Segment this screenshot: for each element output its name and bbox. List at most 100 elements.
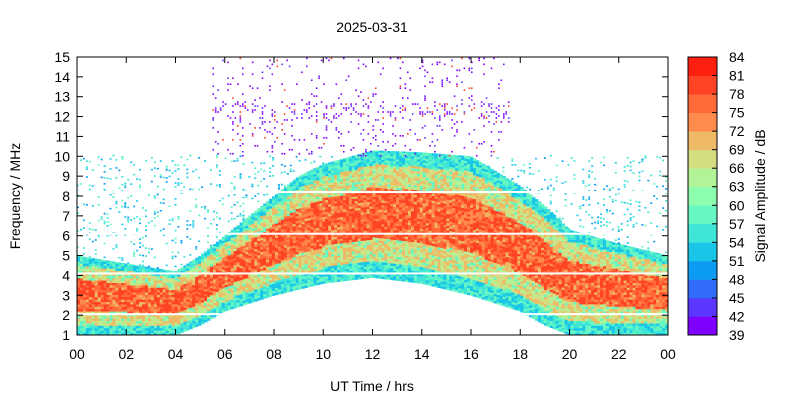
spectrogram-cell <box>224 243 229 247</box>
spectrogram-cell <box>94 275 99 279</box>
spectrogram-cell <box>269 239 273 242</box>
spectrogram-cell <box>402 233 406 237</box>
spectrogram-cell <box>381 185 385 189</box>
spectrogram-cell <box>100 284 104 288</box>
spectrogram-cell <box>91 289 96 293</box>
spectrogram-cell <box>286 184 291 186</box>
noise-speck <box>209 183 212 185</box>
spectrogram-cell <box>171 289 175 293</box>
spectrogram-cell <box>301 183 305 187</box>
spectrogram-cell <box>266 209 270 212</box>
spectrogram-cell <box>227 257 232 261</box>
noise-speck <box>127 206 130 209</box>
spectrogram-cell <box>133 265 137 269</box>
spectrogram-cell <box>207 296 211 300</box>
spectrogram-cell <box>236 297 240 301</box>
spectrogram-cell <box>351 217 356 221</box>
spectrogram-cell <box>139 287 143 291</box>
spectrogram-cell <box>331 161 335 164</box>
spectrogram-cell <box>150 289 155 293</box>
spectrogram-cell <box>257 293 261 296</box>
spectrogram-cell <box>230 282 235 286</box>
spectrogram-cell <box>82 294 87 298</box>
spectrogram-cell <box>121 318 125 322</box>
spectrogram-cell <box>230 239 235 243</box>
spectrogram-cell <box>127 294 131 298</box>
spectrogram-cell <box>396 170 400 174</box>
spectrogram-cell <box>260 218 264 222</box>
spectrogram-cell <box>192 265 196 269</box>
spectrogram-cell <box>304 273 308 277</box>
spectrogram-cell <box>387 215 391 218</box>
spectrogram-cell <box>381 214 385 218</box>
noise-speck <box>77 246 80 248</box>
spectrogram-cell <box>360 252 365 256</box>
spectrogram-cell <box>186 268 190 271</box>
spectrogram-cell <box>348 201 353 205</box>
spectrogram-cell <box>393 225 397 229</box>
spectrogram-cell <box>286 189 291 193</box>
spectrogram-cell <box>127 315 131 319</box>
spectrogram-cell <box>357 155 362 158</box>
spectrogram-cell <box>280 262 285 266</box>
spectrogram-cell <box>79 296 84 300</box>
spectrogram-cell <box>212 269 217 273</box>
spectrogram-cell <box>283 204 288 208</box>
noise-speck <box>215 164 218 167</box>
spectrogram-cell <box>277 208 282 211</box>
spectrogram-cell <box>186 289 190 293</box>
spectrogram-cell <box>207 294 211 297</box>
spectrogram-cell <box>339 274 344 277</box>
spectrogram-cell <box>381 254 385 258</box>
spectrogram-cell <box>248 286 252 290</box>
spectrogram-cell <box>215 291 220 295</box>
spectrogram-cell <box>207 277 211 281</box>
spectrogram-cell <box>316 196 320 200</box>
spectrogram-cell <box>130 332 134 335</box>
spectrogram-cell <box>118 332 122 335</box>
spectrogram-cell <box>384 157 388 161</box>
spectrogram-cell <box>242 228 246 232</box>
spectrogram-cell <box>307 279 311 283</box>
spectrogram-cell <box>354 217 359 221</box>
spectrogram-cell <box>369 175 373 178</box>
spectrogram-cell <box>283 259 288 262</box>
spectrogram-cell <box>85 258 90 262</box>
spectrogram-cell <box>242 273 246 277</box>
spectrogram-cell <box>233 281 237 285</box>
spectrogram-cell <box>396 211 400 215</box>
spectrogram-cell <box>322 166 326 170</box>
spectrogram-cell <box>357 264 362 268</box>
spectrogram-cell <box>106 263 110 267</box>
spectrogram-cell <box>115 294 119 298</box>
spectrogram-cell <box>384 224 388 227</box>
spectrogram-cell <box>334 260 338 264</box>
spectrogram-cell <box>239 291 243 295</box>
spectrogram-cell <box>387 162 391 166</box>
spectrogram-cell <box>289 255 294 259</box>
spectrogram-cell <box>147 330 152 334</box>
spectrogram-cell <box>171 292 175 295</box>
spectrogram-cell <box>260 225 264 229</box>
noise-speck <box>162 228 165 230</box>
spectrogram-cell <box>345 216 350 219</box>
spectrogram-cell <box>337 224 341 228</box>
spectrogram-cell <box>304 278 308 281</box>
spectrogram-cell <box>230 253 235 257</box>
spectrogram-cell <box>410 151 415 154</box>
spectrogram-cell <box>274 204 279 207</box>
spectrogram-cell <box>387 150 391 154</box>
spectrogram-cell <box>263 269 267 273</box>
spectrogram-cell <box>88 261 93 264</box>
spectrogram-cell <box>115 263 119 267</box>
spectrogram-cell <box>387 153 391 156</box>
spectrogram-cell <box>369 151 373 155</box>
spectrogram-cell <box>133 301 137 305</box>
spectrogram-cell <box>328 275 332 279</box>
spectrogram-cell <box>85 299 90 303</box>
spectrogram-cell <box>263 274 267 278</box>
spectrogram-cell <box>328 201 332 205</box>
spectrogram-cell <box>266 249 270 253</box>
spectrogram-cell <box>79 304 84 307</box>
spectrogram-cell <box>413 256 418 260</box>
